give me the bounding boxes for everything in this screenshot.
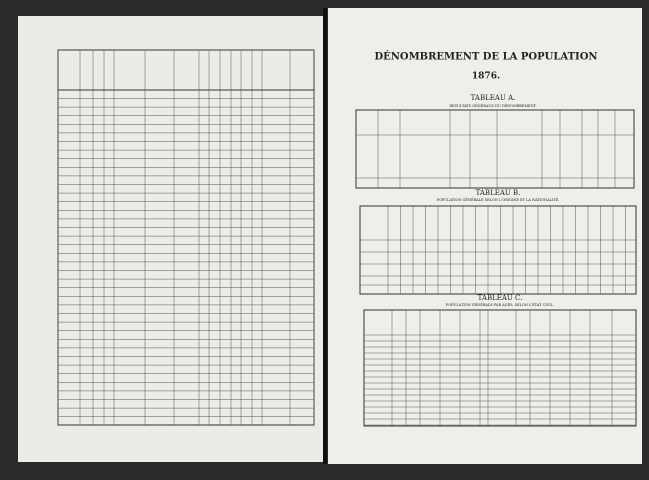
tableau-a-frame [355, 109, 635, 189]
title: DÉNOMBREMENT DE LA POPULATION [374, 51, 597, 63]
tableau-b-frame [359, 205, 637, 295]
tableau-a-subtitle: RÉSULTATS GÉNÉRAUX DU DÉNOMBREMENT. [449, 103, 536, 108]
right-page [328, 8, 642, 464]
left-page [18, 16, 323, 462]
tableau-c-frame [363, 309, 637, 427]
tableau-b-title: TABLEAU B. [476, 189, 521, 197]
tableau-b-subtitle: POPULATION GÉNÉRALE SELON L'ORIGINE ET L… [437, 197, 560, 202]
tableau-c-title: TABLEAU C. [478, 294, 523, 302]
tableau-c-subtitle: POPULATION GÉNÉRALE PAR AGES, SELON L'ÉT… [446, 302, 554, 307]
year: 1876. [472, 72, 500, 82]
tableau-a-title: TABLEAU A. [471, 94, 516, 102]
